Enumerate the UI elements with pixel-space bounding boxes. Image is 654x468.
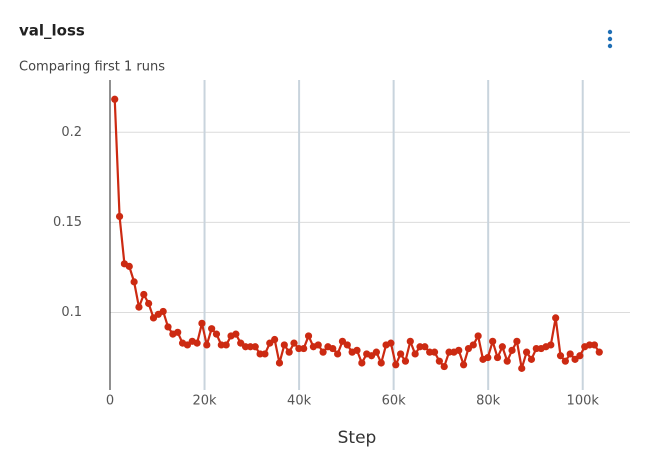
- menu-dot[interactable]: [607, 29, 613, 35]
- x-axis-label: Step: [338, 428, 377, 448]
- data-point: [484, 353, 492, 362]
- data-point: [319, 348, 327, 356]
- data-point: [329, 344, 337, 353]
- data-point: [406, 337, 414, 345]
- menu-dot[interactable]: [607, 43, 613, 49]
- data-point: [590, 341, 599, 349]
- data-point: [285, 348, 293, 356]
- y-tick-label: 0.1: [61, 305, 82, 320]
- data-point: [552, 314, 560, 322]
- data-point: [547, 341, 555, 349]
- data-point: [125, 262, 133, 270]
- data-point: [115, 212, 124, 221]
- data-point: [493, 353, 502, 362]
- data-point: [508, 346, 516, 354]
- data-point: [271, 335, 279, 344]
- data-point: [300, 344, 308, 353]
- data-point: [401, 357, 410, 365]
- data-point: [387, 339, 395, 347]
- data-point: [522, 348, 531, 356]
- x-tick-label: 80k: [476, 394, 501, 409]
- data-point: [222, 341, 230, 349]
- menu-dot[interactable]: [607, 36, 613, 42]
- data-point: [280, 341, 288, 349]
- data-point: [212, 330, 221, 338]
- data-point: [353, 346, 361, 354]
- data-point: [411, 350, 419, 358]
- data-point: [421, 343, 429, 351]
- y-tick-label: 0.15: [53, 215, 82, 230]
- data-point: [174, 328, 182, 336]
- data-point: [111, 95, 119, 103]
- data-point: [455, 346, 463, 354]
- data-point: [130, 278, 138, 286]
- data-point: [469, 341, 477, 349]
- data-point: [435, 357, 443, 365]
- data-point: [140, 290, 148, 299]
- data-point: [275, 359, 284, 367]
- data-point: [397, 350, 405, 358]
- x-tick-label: 100k: [567, 394, 600, 409]
- data-point: [358, 359, 366, 367]
- x-tick-label: 60k: [382, 394, 407, 409]
- data-point: [203, 341, 211, 349]
- data-point: [314, 341, 322, 349]
- data-point: [135, 303, 143, 311]
- data-point: [498, 343, 506, 351]
- data-point: [145, 299, 153, 308]
- chart-subtitle: Comparing first 1 runs: [19, 60, 165, 75]
- menu-button[interactable]: [607, 29, 613, 49]
- x-tick-label: 0: [106, 394, 114, 409]
- data-point: [561, 357, 569, 365]
- data-point: [556, 352, 565, 360]
- data-point: [159, 307, 167, 316]
- x-tick-label: 20k: [193, 394, 218, 409]
- data-point: [513, 337, 521, 345]
- data-point: [595, 348, 603, 356]
- data-point: [261, 350, 269, 358]
- data-point: [566, 350, 574, 358]
- data-point: [576, 352, 584, 360]
- chart-title: val_loss: [19, 22, 85, 40]
- y-tick-label: 0.2: [61, 125, 82, 140]
- data-point: [377, 359, 385, 367]
- x-tick-label: 40k: [287, 394, 312, 409]
- data-point: [208, 325, 216, 333]
- data-point: [440, 362, 448, 371]
- data-point: [232, 330, 240, 338]
- data-point: [334, 350, 342, 358]
- data-point: [304, 332, 313, 340]
- data-point: [527, 355, 536, 363]
- data-point: [372, 348, 380, 356]
- data-point: [518, 364, 526, 372]
- data-point: [392, 361, 400, 369]
- data-point: [460, 361, 468, 369]
- data-point: [343, 341, 351, 349]
- data-point: [474, 332, 482, 340]
- data-point: [164, 323, 172, 331]
- data-point: [198, 319, 206, 327]
- series-line: [113, 99, 601, 370]
- data-point: [503, 357, 511, 365]
- data-point: [290, 339, 298, 347]
- data-point: [251, 343, 259, 351]
- data-point: [430, 348, 439, 356]
- data-point: [489, 337, 497, 345]
- data-point: [193, 339, 201, 347]
